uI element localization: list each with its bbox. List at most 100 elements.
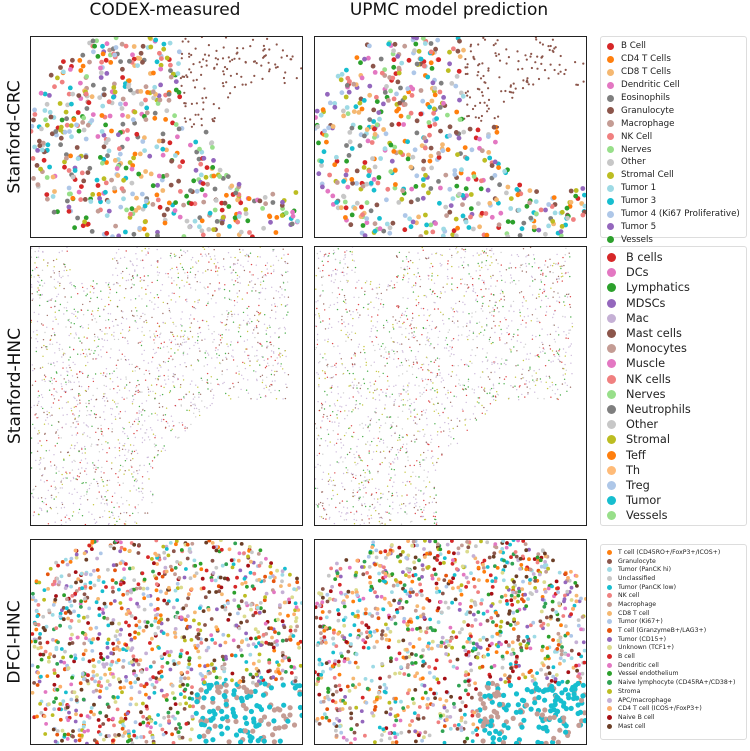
cell-point	[440, 292, 442, 294]
cell-point	[398, 251, 401, 254]
cell-point	[558, 229, 564, 235]
cell-point	[461, 278, 463, 280]
cell-point	[319, 501, 322, 504]
cell-point	[129, 444, 132, 446]
cell-point	[376, 321, 379, 323]
cell-point	[187, 277, 189, 279]
cell-point	[331, 342, 334, 345]
cell-point	[246, 339, 249, 341]
cell-point	[481, 371, 484, 373]
cell-point	[269, 341, 272, 343]
cell-point	[391, 446, 393, 449]
cell-point	[406, 494, 408, 496]
cell-point	[417, 303, 420, 306]
cell-point	[228, 388, 230, 390]
cell-point	[349, 451, 351, 454]
cell-point	[451, 256, 453, 259]
cell-point	[396, 342, 399, 344]
cell-point	[236, 262, 239, 265]
cell-point	[489, 378, 491, 380]
cell-point	[168, 182, 174, 188]
cell-point	[396, 106, 401, 112]
cell-point	[83, 136, 89, 142]
cell-point	[345, 279, 348, 282]
cell-point	[44, 192, 50, 198]
cell-point	[202, 101, 205, 104]
cell-point	[101, 330, 103, 332]
cell-point	[348, 385, 350, 387]
cell-point	[356, 511, 358, 514]
cell-point	[376, 175, 382, 180]
cell-point	[315, 427, 318, 429]
cell-point	[415, 299, 417, 301]
cell-point	[204, 270, 207, 272]
cell-point	[402, 351, 404, 353]
cell-point	[66, 250, 68, 252]
cell-point	[385, 395, 387, 397]
cell-point	[219, 339, 222, 341]
cell-point	[391, 494, 394, 497]
cell-point	[149, 299, 151, 302]
cell-point	[339, 90, 345, 96]
cell-point	[66, 370, 68, 372]
cell-point	[439, 254, 442, 256]
cell-point	[321, 505, 324, 507]
cell-point	[582, 62, 585, 65]
cell-point	[385, 186, 391, 192]
cell-point	[113, 335, 115, 337]
cell-point	[145, 288, 147, 291]
cell-point	[377, 226, 383, 232]
cell-point	[410, 403, 413, 405]
cell-point	[409, 346, 411, 348]
cell-point	[374, 122, 380, 128]
cell-point	[151, 281, 153, 284]
cell-point	[480, 288, 482, 291]
cell-point	[168, 425, 170, 427]
cell-point	[519, 266, 521, 269]
cell-point	[46, 511, 48, 513]
cell-point	[324, 401, 327, 403]
cell-point	[318, 435, 320, 437]
cell-point	[34, 380, 37, 382]
cell-point	[481, 305, 483, 307]
cell-point	[405, 156, 411, 162]
cell-point	[123, 523, 126, 525]
cell-point	[274, 215, 280, 220]
cell-point	[402, 404, 404, 406]
cell-point	[60, 507, 63, 509]
cell-point	[418, 88, 424, 93]
cell-point	[399, 196, 405, 202]
cell-point	[182, 379, 185, 381]
cell-point	[47, 300, 50, 302]
cell-point	[420, 307, 422, 310]
cell-point	[391, 48, 396, 54]
crc-legend: B Cell CD4 T Cells CD8 T Cells Dendritic Ce…	[600, 36, 747, 245]
cell-point	[542, 347, 544, 349]
cell-point	[219, 321, 222, 323]
cell-point	[66, 413, 68, 416]
cell-point	[348, 310, 351, 312]
cell-point	[524, 396, 526, 398]
cell-point	[347, 472, 349, 474]
cell-point	[441, 403, 443, 405]
cell-point	[259, 313, 261, 315]
cell-point	[215, 49, 218, 52]
cell-point	[129, 206, 135, 212]
cell-point	[347, 266, 349, 268]
cell-point	[571, 217, 576, 222]
cell-point	[434, 390, 436, 392]
cell-point	[339, 71, 345, 77]
cell-point	[384, 404, 386, 406]
cell-point	[335, 272, 337, 275]
cell-point	[353, 431, 355, 434]
cell-point	[327, 433, 330, 435]
cell-point	[173, 87, 179, 93]
cell-point	[340, 358, 342, 360]
cell-point	[338, 77, 344, 83]
cell-point	[261, 77, 264, 80]
cell-point	[136, 310, 138, 312]
cell-point	[487, 200, 493, 206]
cell-point	[453, 365, 455, 367]
cell-point	[144, 432, 146, 434]
column-title-upmc-prediction: UPMC model prediction	[349, 0, 549, 20]
